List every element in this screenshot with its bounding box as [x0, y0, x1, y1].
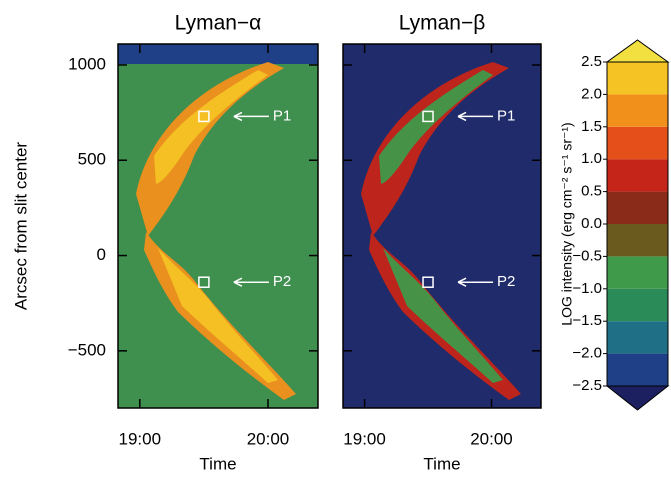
plot-frame [117, 43, 319, 409]
marker-box [198, 110, 210, 123]
heatmap-image [343, 44, 541, 408]
y-tick-label: 0 [97, 245, 106, 264]
colorbar-band [607, 288, 668, 322]
colorbar-band [607, 353, 668, 386]
emission-core [158, 248, 278, 383]
colorbar-tick-label: 0.5 [581, 183, 602, 200]
emission-outer [136, 62, 284, 236]
y-tick-label: 500 [78, 150, 106, 169]
colorbar-tick-label: −2.0 [572, 345, 602, 362]
emission [361, 62, 521, 400]
colorbar-label: LOG intensity (erg cm⁻² s⁻¹ sr⁻¹) [559, 122, 575, 325]
x-axis-label: Time [423, 454, 460, 472]
emission-outer [361, 62, 509, 236]
arrow-head [233, 111, 243, 122]
colorbar-tick-label: −1.0 [572, 280, 602, 297]
x-tick-label: 20:00 [247, 429, 290, 448]
marker-label: P1 [497, 107, 515, 124]
arrow-head [457, 111, 467, 122]
x-axis-label: Time [199, 454, 236, 472]
colorbar-tick-label: 1.5 [581, 118, 602, 135]
arrow-head [457, 277, 467, 287]
emission-core [379, 70, 493, 184]
colorbar-band [607, 159, 668, 192]
arrow-head [233, 277, 243, 287]
colorbar-band [607, 224, 668, 257]
colorbar-band [607, 94, 668, 127]
colorbar-extend-high [605, 39, 670, 63]
plot-frame [342, 43, 542, 409]
emission-core [383, 248, 503, 383]
y-tick-label: −500 [68, 340, 106, 359]
x-tick-label: 19:00 [119, 429, 162, 448]
y-axis-label: Arcsec from slit center [11, 142, 30, 310]
marker-box [198, 276, 210, 288]
colorbar-tick-label: −0.5 [572, 247, 602, 264]
x-tick-label: 20:00 [470, 429, 513, 448]
colorbar-band [607, 62, 668, 95]
colorbar-tick-label: 0.0 [581, 215, 602, 232]
panel-title: Lyman−β [399, 12, 486, 35]
marker-label: P1 [273, 107, 291, 124]
top-strip [118, 44, 318, 64]
colorbar-band [607, 321, 668, 354]
colorbar-tick-label: 1.0 [581, 150, 602, 167]
heatmap-image [118, 44, 318, 408]
y-tick-label: 1000 [68, 54, 106, 73]
panel-title: Lyman−α [175, 12, 262, 35]
marker-box [422, 110, 434, 123]
colorbar-tick-label: −1.5 [572, 312, 602, 329]
marker-box [422, 276, 434, 288]
emission-core [154, 70, 268, 184]
colorbar-tick-label: 2.0 [581, 85, 602, 102]
marker-label: P2 [273, 273, 291, 290]
x-tick-label: 19:00 [343, 429, 386, 448]
marker-label: P2 [497, 273, 515, 290]
colorbar-band [607, 256, 668, 289]
colorbar-tick-label: 2.5 [581, 53, 602, 70]
colorbar-band [607, 126, 668, 160]
colorbar-tick-label: −2.5 [572, 377, 602, 394]
emission [136, 62, 296, 400]
colorbar-extend-low [605, 385, 670, 411]
colorbar-band [607, 191, 668, 224]
